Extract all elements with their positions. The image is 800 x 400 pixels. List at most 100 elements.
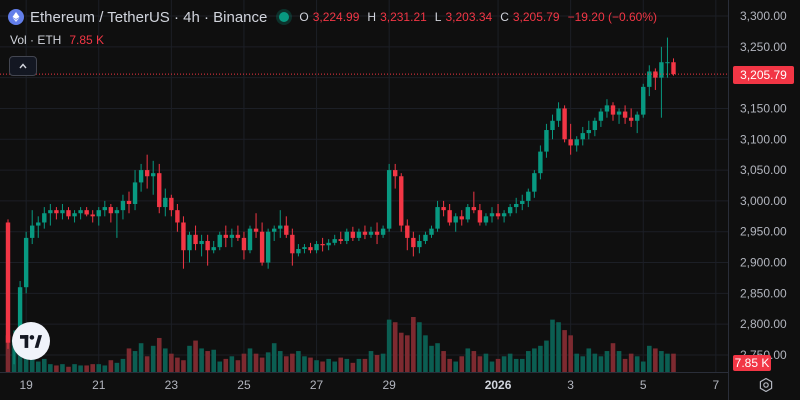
volume-bar bbox=[568, 335, 573, 372]
volume-bar bbox=[640, 361, 646, 372]
volume-bar bbox=[471, 351, 477, 372]
volume-bar bbox=[308, 357, 313, 372]
symbol-title[interactable]: Ethereum / TetherUS · 4h · Binance bbox=[30, 8, 268, 26]
volume-bar bbox=[368, 351, 374, 372]
volume-bar bbox=[374, 354, 380, 372]
volume-bar bbox=[169, 353, 174, 372]
candle-body bbox=[326, 242, 331, 246]
volume-bar bbox=[144, 356, 150, 372]
volume-bar bbox=[380, 353, 386, 372]
volume-bar bbox=[84, 365, 89, 372]
chevron-up-icon bbox=[19, 63, 27, 69]
volume-bar bbox=[386, 319, 392, 372]
tradingview-logo[interactable] bbox=[12, 322, 50, 360]
volume-bar bbox=[290, 353, 295, 372]
gear-icon bbox=[759, 378, 773, 392]
volume-bar bbox=[271, 343, 277, 372]
volume-bar bbox=[132, 351, 138, 372]
volume-bar bbox=[199, 348, 204, 372]
candle-body bbox=[465, 207, 470, 220]
candle-body bbox=[592, 120, 598, 131]
ethereum-icon[interactable] bbox=[8, 9, 24, 25]
candle-body bbox=[169, 197, 174, 211]
candle-body bbox=[507, 207, 513, 214]
volume-bar bbox=[296, 351, 301, 372]
volume-bar bbox=[350, 362, 356, 372]
volume-bar bbox=[392, 322, 398, 372]
volume-bar bbox=[622, 358, 628, 372]
volume-bar bbox=[302, 356, 307, 372]
volume-legend[interactable]: Vol · ETH 7.85 K bbox=[10, 33, 104, 47]
volume-bar bbox=[17, 345, 23, 372]
candle-body bbox=[163, 197, 168, 208]
time-tick-label: 27 bbox=[310, 378, 324, 392]
last-volume-tag: 7.85 K bbox=[733, 355, 771, 371]
volume-bar bbox=[29, 353, 35, 372]
candle-body bbox=[514, 203, 519, 208]
market-open-dot bbox=[279, 12, 290, 22]
candle-body bbox=[423, 234, 428, 241]
volume-bar bbox=[489, 361, 495, 372]
volume-bar bbox=[48, 364, 53, 372]
grid-lines bbox=[0, 0, 728, 372]
candle-body bbox=[635, 114, 640, 121]
candle-body bbox=[368, 231, 374, 235]
volume-bar bbox=[193, 340, 198, 372]
volume-bar bbox=[519, 358, 525, 372]
candle-body bbox=[659, 62, 664, 78]
volume-bar bbox=[483, 353, 489, 372]
settings-button[interactable] bbox=[757, 376, 775, 394]
candle-body bbox=[374, 231, 380, 235]
candle-body bbox=[235, 234, 241, 238]
candle-body bbox=[72, 213, 77, 217]
candle-body bbox=[538, 151, 543, 174]
time-axis[interactable]: 19 21 23 25 27 29 2026 3 5 7 bbox=[0, 372, 728, 393]
candle-body bbox=[586, 130, 591, 134]
volume-bar bbox=[477, 356, 483, 372]
volume-bar bbox=[60, 364, 65, 372]
volume-bar bbox=[556, 322, 561, 372]
candle-body bbox=[314, 244, 319, 251]
collapse-legend-button[interactable] bbox=[9, 56, 37, 76]
candle-body bbox=[217, 234, 222, 248]
candle-body bbox=[471, 207, 477, 211]
candle-body bbox=[144, 170, 150, 177]
volume-bar bbox=[628, 353, 634, 372]
volume-bar bbox=[411, 317, 416, 372]
volume-bar bbox=[423, 335, 428, 372]
candle-body bbox=[96, 210, 101, 217]
ohlc-values: O 3,224.99 H 3,231.21 L 3,203.34 C 3,205.79 … bbox=[299, 10, 661, 24]
candle-body bbox=[338, 239, 343, 241]
volume-bar bbox=[54, 365, 59, 372]
volume-bar bbox=[175, 357, 180, 372]
candle-body bbox=[205, 240, 210, 251]
volume-bar bbox=[362, 358, 368, 372]
candles bbox=[5, 37, 676, 365]
chart-header: Ethereum / TetherUS · 4h · Binance O 3,22… bbox=[8, 6, 661, 28]
volume-bar bbox=[102, 365, 108, 372]
candle-body bbox=[362, 231, 368, 235]
volume-bar bbox=[610, 343, 616, 372]
candle-body bbox=[610, 105, 616, 115]
volume-bar bbox=[338, 357, 344, 372]
candle-body bbox=[102, 207, 107, 211]
time-tick-label: 29 bbox=[382, 378, 396, 392]
volume-bar bbox=[417, 322, 422, 372]
candle-body bbox=[568, 139, 573, 146]
candle-body bbox=[23, 237, 29, 288]
time-tick-label: 19 bbox=[19, 378, 33, 392]
candle-body bbox=[42, 213, 47, 223]
volume-bar bbox=[598, 356, 604, 372]
volume-bar bbox=[326, 358, 331, 372]
volume-bar bbox=[150, 345, 156, 372]
volume-bar bbox=[217, 361, 223, 372]
low-value: 3,203.34 bbox=[445, 10, 493, 24]
price-tick-label: 3,100.00 bbox=[740, 132, 787, 146]
volume-bar bbox=[211, 349, 216, 372]
volume-bar bbox=[344, 358, 350, 372]
price-tick-label: 3,000.00 bbox=[740, 194, 787, 208]
volume-bar bbox=[5, 335, 11, 372]
candle-body bbox=[344, 231, 349, 241]
candle-body bbox=[108, 207, 114, 214]
